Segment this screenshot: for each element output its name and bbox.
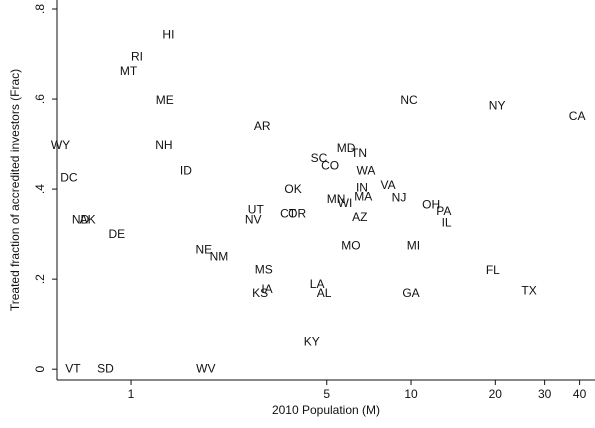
point-label: MI <box>407 238 420 252</box>
point-label: NV <box>245 212 262 226</box>
y-tick-label: .8 <box>33 4 47 14</box>
point-label: TX <box>521 283 536 297</box>
y-tick-label: .2 <box>33 274 47 284</box>
point-label: VT <box>65 361 81 375</box>
y-tick-label: .6 <box>33 94 47 104</box>
point-label: ND <box>72 212 90 226</box>
y-axis-title: Treated fraction of accredited investors… <box>8 69 22 311</box>
x-tick-label: 30 <box>538 387 552 401</box>
point-label: OH <box>422 197 440 211</box>
x-tick-label: 10 <box>404 387 418 401</box>
point-label: CO <box>321 158 339 172</box>
point-label: MD <box>337 141 356 155</box>
point-label: WA <box>356 163 375 177</box>
point-label: FL <box>486 263 500 277</box>
point-label: WY <box>51 138 70 152</box>
x-axis-title: 2010 Population (M) <box>272 403 380 417</box>
point-label: WV <box>196 361 215 375</box>
point-label: CT <box>280 206 297 220</box>
point-label: UT <box>248 202 265 216</box>
point-label: NY <box>489 98 506 112</box>
point-label: WI <box>338 196 353 210</box>
point-label: PA <box>436 204 451 218</box>
x-tick-label: 5 <box>323 387 330 401</box>
point-label: MT <box>120 64 138 78</box>
point-label: MO <box>341 238 360 252</box>
x-tick-label: 1 <box>128 387 135 401</box>
point-label: VA <box>381 178 396 192</box>
point-label: NC <box>400 93 418 107</box>
point-label: AR <box>254 119 271 133</box>
point-label: SD <box>97 361 114 375</box>
point-label: TN <box>351 146 367 160</box>
point-label: DE <box>109 227 126 241</box>
point-label: MA <box>354 189 372 203</box>
point-label: IA <box>261 282 272 296</box>
point-label: ME <box>156 93 174 107</box>
point-label: HI <box>162 27 174 41</box>
point-label: NJ <box>392 190 407 204</box>
x-tick-label: 40 <box>573 387 587 401</box>
point-label: LA <box>310 277 325 291</box>
point-label: KS <box>252 286 268 300</box>
point-label: NM <box>210 249 229 263</box>
point-label: NE <box>196 243 213 257</box>
point-label: OR <box>288 206 306 220</box>
point-label: DC <box>60 170 78 184</box>
point-label: AK <box>80 212 96 226</box>
point-label: IN <box>356 180 368 194</box>
point-label: GA <box>402 286 419 300</box>
point-label: MS <box>255 262 273 276</box>
point-label: MN <box>327 192 346 206</box>
point-label: ID <box>180 163 192 177</box>
point-label: AZ <box>352 210 367 224</box>
point-label: AL <box>317 286 332 300</box>
y-tick-label: 0 <box>33 366 47 373</box>
point-label: KY <box>304 334 320 348</box>
x-tick-label: 20 <box>489 387 503 401</box>
point-label: RI <box>131 49 143 63</box>
point-label: NH <box>155 138 172 152</box>
point-label: IL <box>442 215 452 229</box>
y-tick-label: .4 <box>33 184 47 194</box>
point-label: CA <box>569 109 586 123</box>
point-label: OK <box>284 182 301 196</box>
point-label: SC <box>311 151 328 165</box>
